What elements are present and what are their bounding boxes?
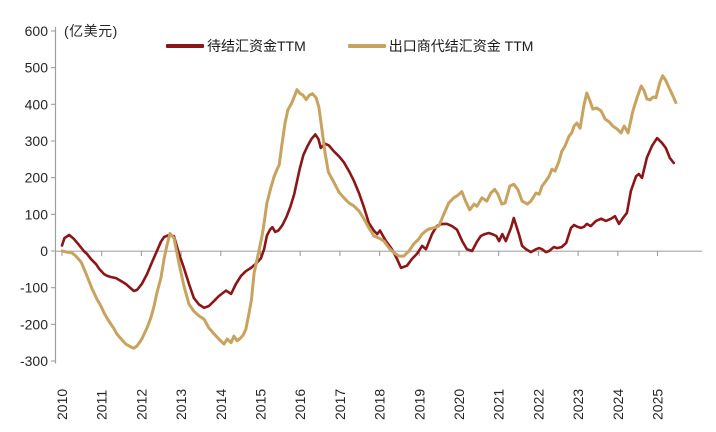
x-tick-label: 2015 [253, 389, 269, 420]
legend-item-pending-settlement-ttm: 待结汇资金TTM [166, 36, 306, 56]
y-tick-label: 300 [25, 133, 49, 149]
y-tick-label: 400 [25, 96, 49, 112]
x-tick-label: 2014 [213, 389, 229, 420]
x-tick-label: 2017 [332, 389, 348, 420]
legend-swatch-pending-settlement [166, 44, 204, 48]
y-tick-label: -100 [20, 280, 48, 296]
x-tick-label: 2022 [530, 389, 546, 420]
x-tick-label: 2025 [650, 389, 666, 420]
x-tick-label: 2024 [610, 389, 626, 420]
y-tick-label: 600 [25, 23, 49, 39]
legend-label-exporter-proxy: 出口商代结汇资金 TTM [388, 38, 534, 54]
legend: 待结汇资金TTM 出口商代结汇资金 TTM [166, 36, 533, 56]
x-tick-label: 2019 [411, 389, 427, 420]
series-line-exporter-proxy-ttm [60, 74, 678, 350]
x-tick-label: 2018 [372, 389, 388, 420]
y-tick-label: 500 [25, 60, 49, 76]
y-tick-label: 100 [25, 206, 49, 222]
x-tick-label: 2016 [292, 389, 308, 420]
x-tick-label: 2010 [54, 389, 70, 420]
y-tick-label: -300 [20, 353, 48, 369]
legend-swatch-exporter-proxy [347, 44, 386, 48]
series-line-pending-settlement-ttm [60, 133, 676, 310]
x-tick-label: 2012 [133, 389, 149, 420]
y-tick-label: -200 [20, 316, 48, 332]
legend-item-exporter-proxy-ttm: 出口商代结汇资金 TTM [347, 36, 534, 56]
y-tick-label: 200 [25, 170, 49, 186]
x-tick-label: 2021 [491, 389, 507, 420]
x-tick-label: 2011 [94, 390, 110, 420]
legend-label-pending-settlement: 待结汇资金TTM [207, 38, 306, 54]
y-tick-label: 0 [40, 243, 48, 259]
x-tick-label: 2013 [173, 389, 189, 420]
x-tick-label: 2023 [570, 389, 586, 420]
y-axis-unit-label: (亿美元) [64, 23, 118, 39]
x-tick-label: 2020 [451, 389, 467, 420]
